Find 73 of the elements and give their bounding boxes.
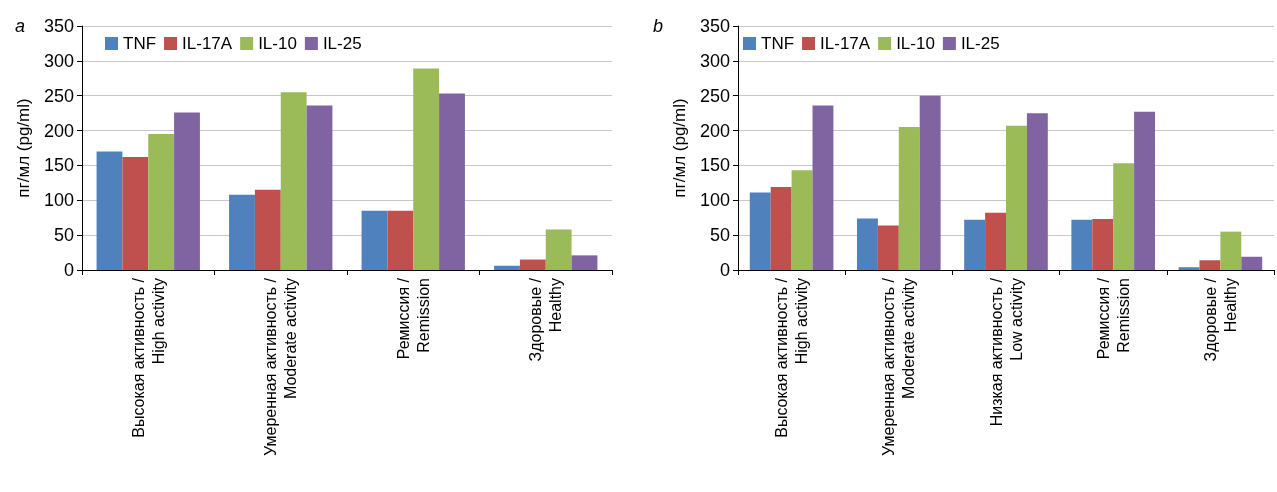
bar [1134,111,1156,270]
bar [1220,231,1242,270]
legend-label: IL-25 [322,34,362,53]
y-tick-label: 150 [699,155,730,176]
y-axis-title: пг/мл (pg/ml) [670,98,689,198]
bar [545,229,572,270]
legend-label: IL-17A [182,34,233,53]
chart-title: b [653,16,664,36]
y-tick-label: 100 [43,190,74,211]
bar [1071,219,1093,270]
y-tick-label: 200 [43,120,74,141]
y-tick-label: 150 [43,155,74,176]
x-tick-label: Высокая активность / High activity [773,277,811,438]
bar [791,170,813,270]
legend-label: IL-25 [960,34,1000,53]
y-tick-label: 300 [699,50,730,71]
legend-label: IL-17A [820,34,871,53]
y-tick-label: 100 [699,190,730,211]
x-tick-label: Низкая активность / Low activity [987,277,1025,427]
x-tick-label: Здоровые / Healthy [527,277,565,362]
bar [898,127,920,270]
bar [1092,219,1114,270]
bar [1113,163,1135,270]
bar [519,259,546,270]
legend-label: IL-10 [258,34,297,53]
bar [229,194,255,270]
bar [770,187,792,270]
y-axis-title: пг/мл (pg/ml) [14,98,33,198]
bar [856,218,878,270]
bar [387,210,414,270]
bar [1026,113,1048,270]
bar [96,151,123,270]
y-tick-label: 200 [699,120,730,141]
y-tick-label: 0 [63,260,74,280]
bar [919,95,941,270]
bar [749,192,771,270]
bar [1178,267,1200,270]
bar [964,219,986,270]
y-tick-label: 350 [699,16,730,36]
bar [413,68,440,270]
x-tick-label: Умеренная активность / Moderate activity [262,277,300,456]
chart-title: a [15,16,26,36]
bar [1199,260,1221,270]
bar [571,255,598,270]
y-tick-label: 50 [53,225,74,246]
bar [361,210,388,270]
bar [985,212,1006,270]
y-tick-label: 300 [43,50,74,71]
y-tick-label: 250 [43,85,74,106]
bar [1006,125,1027,270]
y-tick-label: 50 [709,225,730,246]
x-tick-label: Умеренная активность / Moderate activity [880,277,918,456]
bar [812,105,834,270]
bar [494,265,520,270]
y-tick-label: 250 [699,85,730,106]
bar [148,134,175,270]
y-tick-label: 350 [43,16,74,36]
y-tick-label: 0 [719,260,730,280]
x-tick-label: Ремиссия / Remission [394,277,432,360]
legend-label: TNF [123,34,157,53]
bar [174,112,200,270]
bar [1241,256,1263,270]
x-tick-label: Высокая активность / High activity [129,277,167,438]
bar [122,157,149,270]
bar [439,93,465,270]
x-tick-label: Ремиссия / Remission [1094,277,1132,360]
legend-label: IL-10 [896,34,935,53]
bar [306,105,333,270]
legend-label: TNF [761,34,795,53]
bar [254,189,281,270]
bar [280,92,307,270]
x-tick-label: Здоровые / Healthy [1201,277,1239,362]
bar [877,225,899,270]
